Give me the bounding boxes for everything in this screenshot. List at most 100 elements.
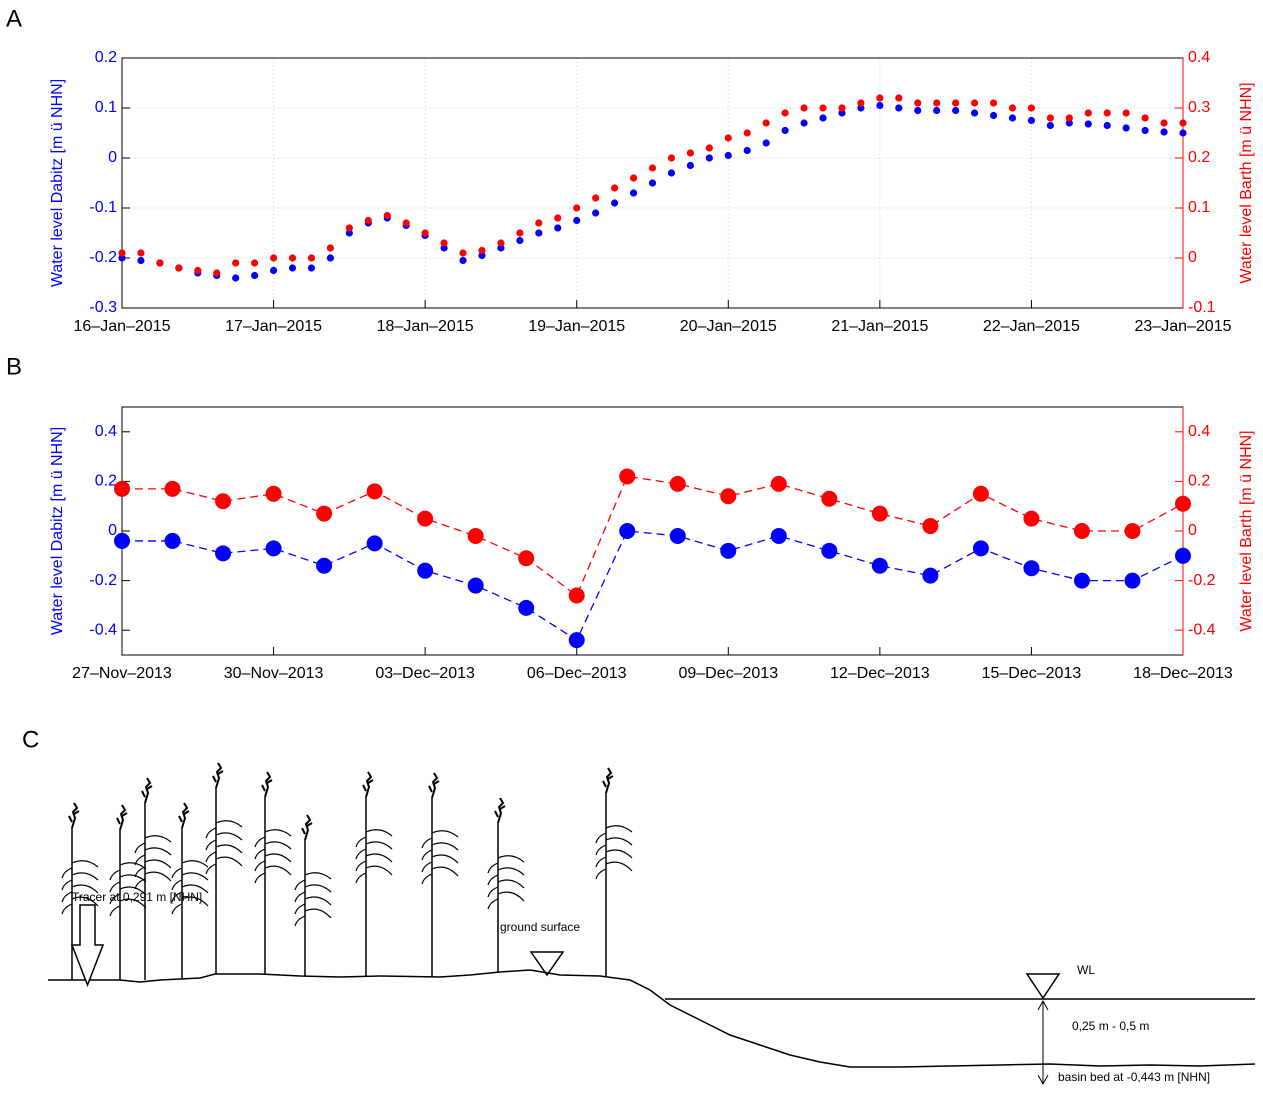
- data-point: [1141, 114, 1149, 122]
- data-point: [175, 264, 183, 272]
- x-tick-label: 18–Dec–2013: [1133, 665, 1233, 682]
- data-point: [970, 109, 979, 117]
- data-point: [1103, 109, 1111, 117]
- data-point: [1046, 121, 1054, 130]
- data-point: [467, 527, 484, 544]
- data-point: [1008, 114, 1017, 122]
- data-point: [1073, 572, 1090, 589]
- x-tick-label: 18–Jan–2015: [377, 318, 474, 335]
- data-point: [592, 209, 600, 217]
- reed-leaves: [421, 830, 459, 885]
- series-line: [122, 530, 1184, 642]
- data-point: [895, 104, 903, 112]
- data-point: [871, 557, 888, 574]
- data-point: [720, 542, 737, 559]
- data-point: [316, 557, 333, 574]
- data-point: [1008, 104, 1017, 112]
- data-point: [821, 542, 838, 559]
- data-point: [952, 99, 960, 107]
- x-tick-label: 09–Dec–2013: [678, 665, 778, 682]
- data-point: [972, 540, 989, 557]
- panel-label: B: [6, 353, 22, 380]
- data-point: [1084, 109, 1092, 117]
- data-point: [1141, 126, 1149, 135]
- data-point: [137, 249, 145, 257]
- data-point: [619, 468, 636, 485]
- data-point: [1175, 547, 1191, 564]
- data-point: [568, 587, 585, 604]
- data-point: [417, 562, 434, 579]
- data-point: [516, 236, 524, 245]
- series-line: [122, 475, 1184, 597]
- data-point: [724, 151, 732, 160]
- data-point: [573, 204, 581, 212]
- data-point: [705, 154, 713, 162]
- data-point: [1124, 523, 1141, 539]
- data-point: [215, 493, 232, 510]
- y2-tick-label: 0.3: [1188, 99, 1210, 116]
- data-point: [762, 119, 770, 127]
- y2-tick-label: -0.4: [1188, 621, 1216, 638]
- data-point: [611, 184, 619, 192]
- data-point: [922, 567, 939, 584]
- panel-label: A: [6, 5, 22, 32]
- reed-plume: [141, 777, 153, 804]
- data-point: [619, 523, 636, 539]
- data-point: [611, 199, 619, 207]
- data-point: [554, 224, 562, 232]
- data-point: [478, 251, 486, 260]
- x-tick-label: 20–Jan–2015: [680, 318, 777, 335]
- diagram: [48, 762, 1256, 1086]
- data-point: [497, 239, 505, 247]
- data-point: [724, 134, 732, 142]
- data-point: [316, 505, 333, 522]
- data-point: [265, 540, 282, 557]
- reed-plume: [261, 771, 273, 798]
- y-axis-label: Water level Dabitz [m ü NHN]: [49, 79, 66, 287]
- tracer-label: Tracer at 0,291 m [NHN]: [72, 890, 202, 904]
- reed-leaves: [487, 855, 525, 910]
- x-tick-label: 23–Jan–2015: [1135, 318, 1232, 335]
- data-point: [251, 259, 259, 267]
- data-point: [743, 146, 751, 155]
- data-point: [118, 254, 126, 262]
- data-point: [705, 144, 713, 152]
- data-point: [922, 518, 939, 535]
- y-tick-label: -0.1: [89, 199, 117, 216]
- data-point: [1103, 121, 1111, 130]
- y2-axis-label: Water level Barth [m ü NHN]: [1238, 82, 1255, 283]
- data-point: [871, 505, 888, 522]
- reed-leaves: [171, 860, 209, 915]
- reed-plume: [428, 772, 440, 799]
- data-point: [269, 254, 278, 262]
- y-axis-label: Water level Dabitz [m ü NHN]: [49, 427, 66, 635]
- data-point: [1084, 120, 1092, 128]
- data-point: [629, 189, 638, 197]
- basin-bed-label: basin bed at -0,443 m [NHN]: [1058, 1070, 1210, 1084]
- y2-tick-label: 0.2: [1188, 473, 1210, 490]
- reed-leaves: [254, 829, 292, 884]
- data-point: [1027, 116, 1036, 125]
- wl-label: WL: [1077, 963, 1095, 977]
- data-point: [1065, 114, 1073, 122]
- data-point: [288, 264, 297, 272]
- data-point: [914, 106, 922, 115]
- y2-tick-label: 0.4: [1188, 423, 1210, 440]
- data-point: [686, 149, 694, 157]
- x-tick-label: 03–Dec–2013: [375, 665, 475, 682]
- data-point: [1065, 119, 1073, 127]
- reed-plume: [301, 814, 313, 841]
- data-point: [781, 126, 789, 135]
- data-point: [592, 194, 600, 202]
- data-point: [667, 169, 676, 177]
- data-point: [164, 480, 181, 497]
- data-point: [1122, 124, 1130, 132]
- x-tick-label: 12–Dec–2013: [830, 665, 930, 682]
- data-point: [819, 104, 827, 112]
- x-tick-label: 27–Nov–2013: [72, 665, 172, 682]
- y-tick-label: 0.2: [95, 473, 117, 490]
- data-point: [629, 174, 638, 182]
- y-tick-label: -0.2: [89, 572, 117, 589]
- y-tick-label: -0.2: [89, 249, 117, 266]
